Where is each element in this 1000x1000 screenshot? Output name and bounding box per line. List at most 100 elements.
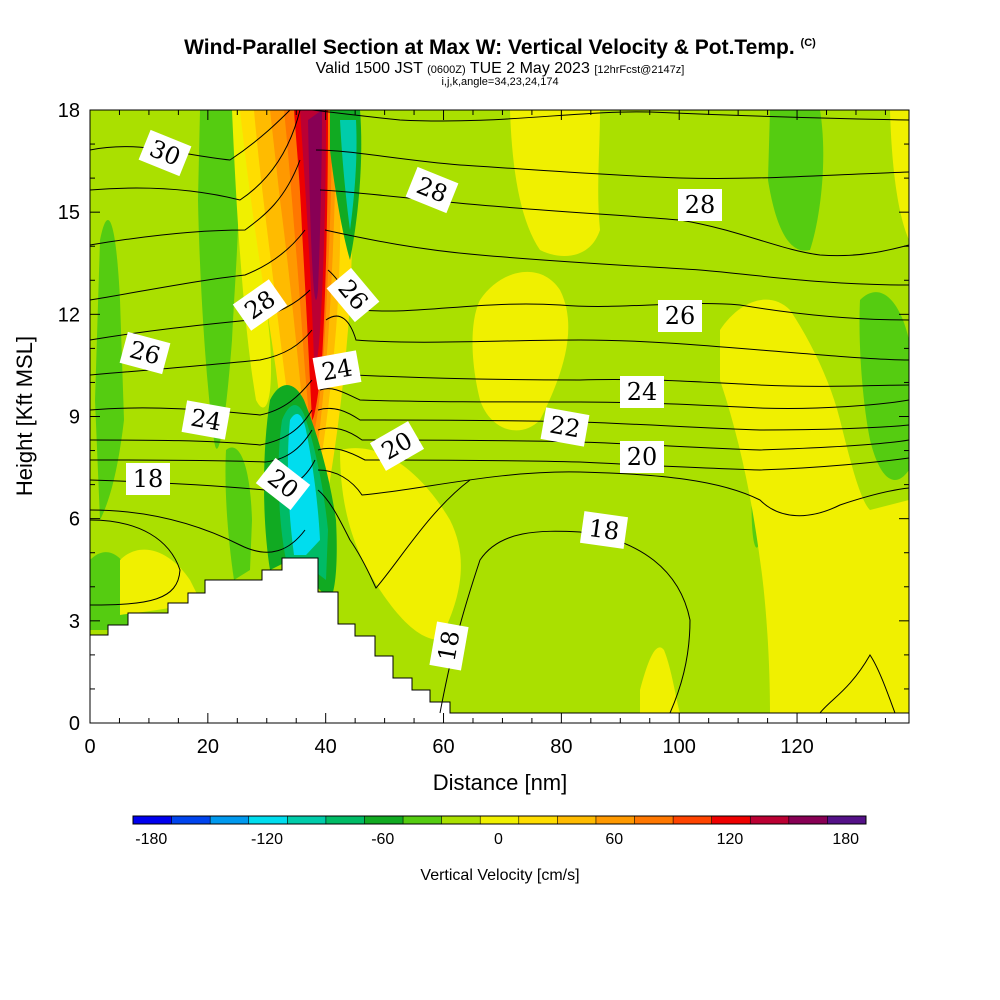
contour-label-box <box>579 511 629 549</box>
contour-line <box>315 149 910 179</box>
colorbar-swatch <box>557 816 597 824</box>
colorbar-swatch <box>171 816 211 824</box>
colorbar-tick-label: 120 <box>717 831 744 848</box>
contour-label: 24 <box>181 400 231 440</box>
colorbar: -180 -120 -60 0 60 120 180 <box>132 815 867 848</box>
colorbar-tick-label: -120 <box>251 831 283 848</box>
contour-label-text: 18 <box>133 465 164 493</box>
yellow-zone-lower-mid <box>340 448 461 640</box>
contour-label: 28 <box>678 189 722 221</box>
contour-line <box>317 479 471 589</box>
contour-label: 20 <box>620 441 664 473</box>
contour-line <box>325 315 910 361</box>
contour-label-box <box>138 129 192 177</box>
colorbar-swatch <box>325 816 365 824</box>
contour-label-text: 18 <box>587 514 621 546</box>
x-tick-label: 80 <box>550 736 572 758</box>
contour-label-box <box>429 621 469 671</box>
x-tick-label: 40 <box>315 736 337 758</box>
contour-label-box <box>119 331 171 375</box>
contour-label-text: 26 <box>665 302 696 330</box>
contour-label-text: 24 <box>627 378 658 406</box>
x-tick-label: 0 <box>84 736 95 758</box>
contour-line <box>311 109 910 122</box>
green-band-east <box>859 292 909 480</box>
yellow-column <box>232 110 272 408</box>
colorbar-swatch <box>634 816 674 824</box>
colorbar-swatch <box>210 816 250 824</box>
downdraft-aqua-top <box>340 120 357 230</box>
yellow-zone-valley <box>640 647 680 713</box>
y-tick-label: 3 <box>69 611 80 633</box>
colorbar-swatch <box>711 816 751 824</box>
contour-line <box>439 530 691 714</box>
colorbar-tick-label: 60 <box>605 831 623 848</box>
colorbar-tick-label: -180 <box>135 831 167 848</box>
contour-line <box>324 229 910 286</box>
y-tick-label: 18 <box>58 100 80 122</box>
contour-line <box>317 447 910 471</box>
contour-line <box>89 329 313 376</box>
colorbar-swatch <box>750 816 790 824</box>
colorbar-swatch <box>248 816 288 824</box>
contour-label-box <box>312 350 362 390</box>
y-axis: 0 3 6 9 12 15 18 <box>58 100 909 735</box>
y-tick-label: 12 <box>58 304 80 326</box>
colorbar-swatch <box>364 816 404 824</box>
colorbar-swatch <box>133 816 173 824</box>
colorbar-swatch <box>441 816 481 824</box>
contour-label-box <box>405 166 459 214</box>
colorbar-swatch <box>518 816 558 824</box>
contour-label-text: 20 <box>627 443 658 471</box>
colorbar-tick-label: -60 <box>371 831 394 848</box>
chart-subtitle: Valid 1500 JST (0600Z) TUE 2 May 2023 [1… <box>315 60 685 77</box>
green-band-left <box>198 110 240 449</box>
colorbar-title: Vertical Velocity [cm/s] <box>420 867 579 884</box>
colorbar-swatch <box>287 816 327 824</box>
contour-line <box>89 509 306 553</box>
contour-label-box <box>232 279 288 331</box>
contour-label-box <box>369 421 425 471</box>
x-tick-label: 120 <box>780 736 813 758</box>
contour-label-box <box>658 300 702 332</box>
yellow-zone-right <box>720 299 909 713</box>
contour-line <box>317 407 910 431</box>
contour-line <box>89 519 181 606</box>
chart-indices: i,j,k,angle=34,23,24,174 <box>441 76 559 88</box>
y-tick-label: 6 <box>69 509 80 531</box>
green-band-lower <box>225 447 252 580</box>
colorbar-swatch <box>827 816 867 824</box>
contour-label-box <box>620 376 664 408</box>
contour-line <box>89 409 313 446</box>
x-tick-label: 100 <box>663 736 696 758</box>
colorbar-tick-label: 180 <box>832 831 859 848</box>
contour-label-text: 18 <box>433 629 466 664</box>
y-axis-title: Height [Kft MSL] <box>12 336 37 496</box>
y-tick-label: 15 <box>58 202 80 224</box>
contour-label-box <box>540 407 590 447</box>
colorbar-swatch <box>788 816 828 824</box>
contour-label: 22 <box>540 407 590 447</box>
contour-label-box <box>326 267 380 323</box>
contour-line <box>89 109 301 201</box>
contour-line <box>319 388 910 409</box>
yellow-zone-lower-left <box>120 549 200 615</box>
contour-label-box <box>678 189 722 221</box>
contour-line <box>89 229 306 301</box>
contour-line <box>89 289 311 341</box>
contour-label-text: 24 <box>320 354 355 387</box>
contour-label-text: 28 <box>685 191 716 219</box>
x-tick-label: 60 <box>432 736 454 758</box>
yellow-zone-mid <box>472 271 569 431</box>
contour-line <box>317 427 910 451</box>
y-tick-label: 0 <box>69 713 80 735</box>
contour-line <box>89 429 313 463</box>
contour-label: 26 <box>658 300 702 332</box>
contour-label-text: 24 <box>189 404 224 437</box>
contour-label-box <box>126 463 170 495</box>
yellow-zone-far-right <box>890 110 909 240</box>
colorbar-swatch <box>673 816 713 824</box>
contour-line <box>89 159 301 246</box>
